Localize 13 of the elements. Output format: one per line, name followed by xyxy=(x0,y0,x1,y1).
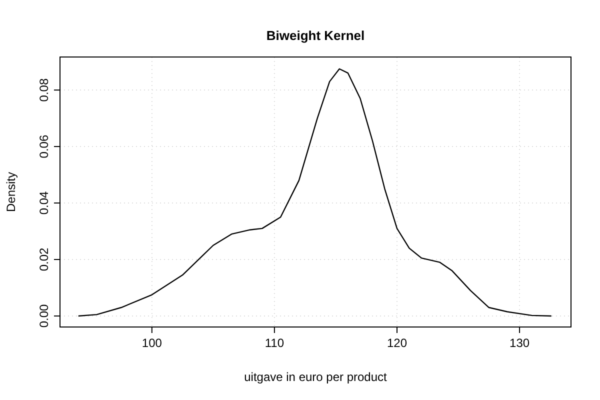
x-axis-title: uitgave in euro per product xyxy=(244,370,388,384)
x-tick-label: 130 xyxy=(510,336,530,350)
x-tick-label: 100 xyxy=(142,336,162,350)
y-tick-label: 0.04 xyxy=(37,191,51,215)
y-tick-label: 0.02 xyxy=(37,248,51,272)
chart-title: Biweight Kernel xyxy=(266,28,365,43)
y-tick-label: 0.08 xyxy=(37,78,51,102)
y-tick-label: 0.00 xyxy=(37,304,51,328)
line-series xyxy=(78,68,552,317)
x-tick-label: 110 xyxy=(264,336,284,350)
y-axis-title: Density xyxy=(4,172,18,212)
y-tick-label: 0.06 xyxy=(37,134,51,158)
x-tick-label: 120 xyxy=(386,336,408,350)
